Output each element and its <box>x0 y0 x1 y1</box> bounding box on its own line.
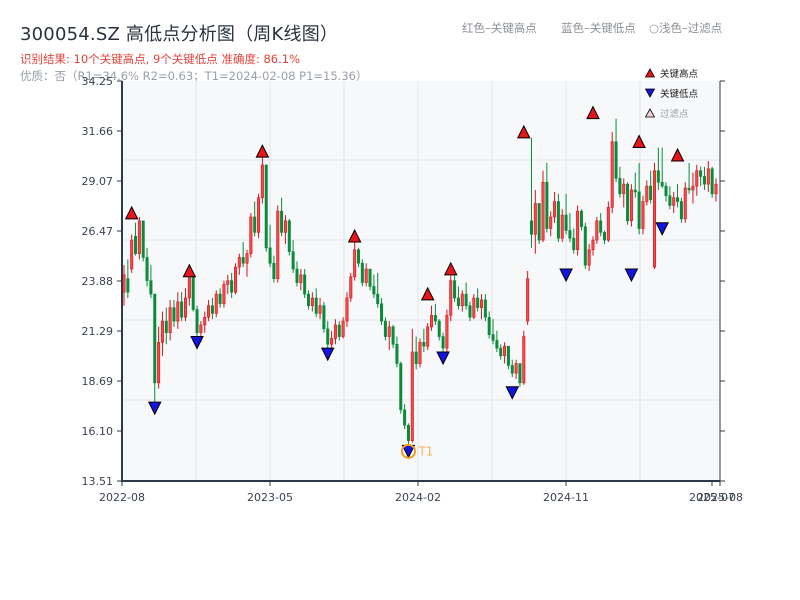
legend-item-key-high: 关键高点 <box>643 63 721 83</box>
key-low-marker <box>655 222 669 236</box>
y-tick-label: 26.47 <box>82 225 114 238</box>
quality-summary: 优质：否（R1=34.6% R2=0.63；T1=2024-02-08 P1=1… <box>20 69 368 83</box>
y-tick-label: 34.25 <box>82 75 114 88</box>
key-low-marker <box>190 336 204 350</box>
hint-key-low: 蓝色–关键低点 <box>561 21 636 35</box>
x-tick-label: 2025-08 <box>697 491 743 504</box>
triangle-up-red-icon <box>645 68 655 78</box>
x-tick-label: 2023-05 <box>247 491 293 504</box>
y-tick-label: 23.88 <box>82 275 114 288</box>
key-low-marker <box>320 347 335 362</box>
key-point-markers: T1 <box>124 105 685 459</box>
key-low-marker <box>624 268 639 283</box>
key-high-marker <box>516 124 531 139</box>
key-high-marker <box>420 286 435 301</box>
hint-filtered: ○浅色–过滤点 <box>649 21 723 35</box>
x-tick-label: 2024-02 <box>395 491 441 504</box>
x-tick-label: 2024-11 <box>543 491 589 504</box>
key-low-marker <box>147 401 162 416</box>
y-tick-label: 21.29 <box>82 325 114 338</box>
legend-item-filtered: 过滤点 <box>643 103 721 123</box>
plot-area <box>122 81 720 481</box>
legend: 关键高点 关键低点 过滤点 <box>643 63 721 123</box>
key-low-marker <box>436 351 450 366</box>
key-low-marker <box>505 386 520 400</box>
y-tick-label: 31.66 <box>82 125 114 138</box>
y-tick-label: 18.69 <box>82 375 114 388</box>
key-high-marker <box>632 134 646 149</box>
legend-item-key-low: 关键低点 <box>643 83 721 103</box>
grid-lines <box>122 81 720 481</box>
axes: 34.25 31.66 29.07 26.47 23.88 21.29 18.69 16.10… <box>82 75 743 504</box>
y-tick-label: 13.51 <box>82 475 114 488</box>
key-low-marker <box>559 268 573 283</box>
key-high-marker <box>255 144 270 158</box>
result-summary: 识别结果: 10个关键高点, 9个关键低点 准确度: 86.1% <box>20 52 301 66</box>
hint-key-high: 红色–关键高点 <box>462 21 537 35</box>
key-high-marker <box>182 263 197 278</box>
key-high-marker <box>586 105 600 120</box>
candles <box>122 118 718 446</box>
x-tick-label: 2022-08 <box>99 491 145 504</box>
key-high-marker <box>670 147 685 162</box>
t1-ring-marker <box>400 443 416 459</box>
y-tick-label: 16.10 <box>82 425 114 438</box>
key-high-marker <box>124 205 139 220</box>
page-title: 300054.SZ 高低点分析图（周K线图） <box>20 24 339 45</box>
triangle-down-blue-icon <box>645 88 655 98</box>
t1-label: T1 <box>417 444 433 458</box>
key-high-marker <box>443 261 458 276</box>
key-high-marker <box>347 228 362 243</box>
x-tick-label: 2025-07 <box>689 491 735 504</box>
y-tick-label: 29.07 <box>82 175 114 188</box>
triangle-up-light-icon <box>645 108 655 118</box>
